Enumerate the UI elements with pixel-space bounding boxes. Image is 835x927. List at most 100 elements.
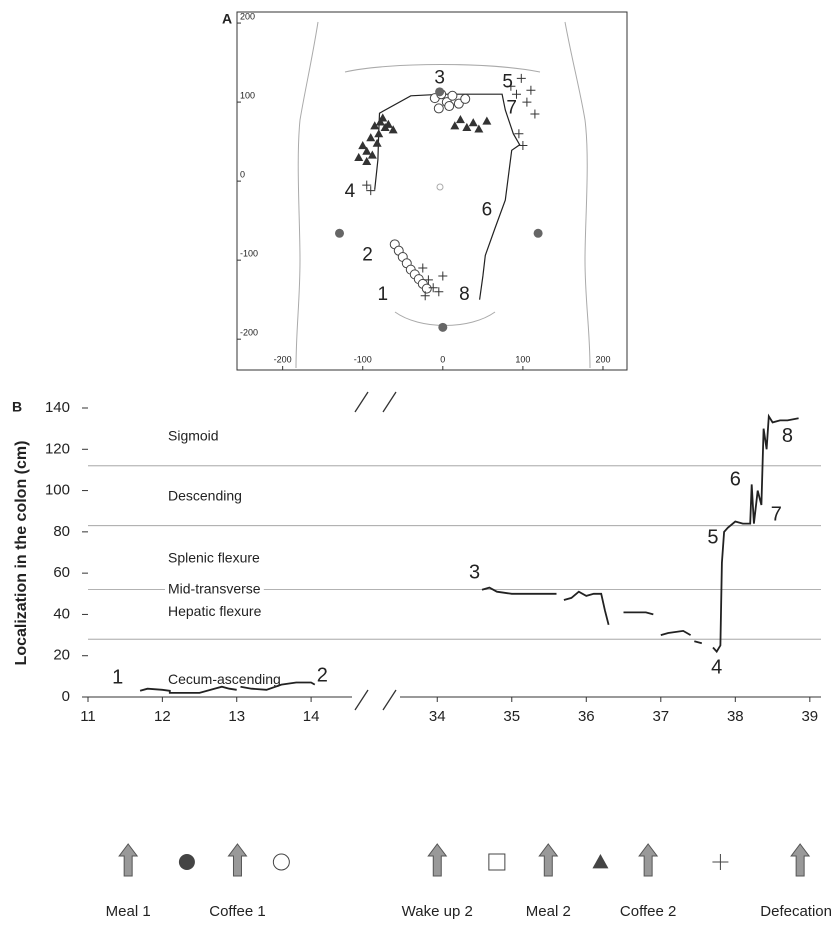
event-arrow (790, 843, 811, 877)
event-arrow (227, 843, 248, 877)
annotation: 1 (112, 667, 123, 689)
y-tick-label: 100 (240, 90, 255, 100)
x-tick-label: -100 (354, 354, 372, 364)
region-label: Cecum-ascending (168, 671, 281, 687)
triangle-marker (592, 854, 609, 869)
triangle-marker (367, 150, 377, 159)
plus-marker (518, 141, 528, 151)
x-tick-label: 39 (801, 708, 818, 725)
region-label: Sigmoid (168, 428, 219, 444)
x-tick-label: 11 (80, 708, 96, 725)
circle-marker (433, 103, 444, 114)
panel-label: A (222, 11, 232, 27)
circle-marker (421, 283, 432, 294)
axis-break (354, 391, 397, 711)
circle-marker (435, 87, 445, 97)
circle-marker (444, 101, 455, 112)
label-background (165, 580, 264, 597)
track-line (139, 413, 799, 694)
triangle-marker (474, 124, 484, 133)
x-tick-label: 38 (727, 708, 744, 725)
x-tick-label: 37 (652, 708, 669, 725)
circle-marker (460, 93, 471, 104)
plus-marker (506, 81, 516, 91)
y-tick-label: 20 (53, 647, 70, 664)
triangle-marker (354, 152, 364, 162)
plus-marker (438, 271, 448, 281)
panel-a-frame (236, 11, 628, 371)
annotation: 6 (482, 199, 493, 220)
triangle-marker (362, 156, 372, 165)
y-tick-label: 200 (240, 11, 255, 21)
x-tick-label: 34 (429, 708, 446, 725)
track-line (374, 93, 521, 300)
y-tick-label: 0 (240, 169, 245, 179)
event-label: Meal 1 (106, 903, 151, 920)
x-tick-label: 14 (303, 708, 320, 725)
region-label: Hepatic flexure (168, 603, 262, 619)
plus-marker (516, 73, 526, 83)
annotation: 5 (707, 526, 718, 548)
triangle-marker (388, 125, 398, 134)
triangle-marker (482, 116, 492, 125)
y-tick-label: 80 (53, 523, 70, 540)
x-tick-label: 0 (440, 354, 445, 364)
annotation: 7 (506, 97, 517, 118)
annotation: 8 (459, 284, 470, 305)
event-arrow (538, 843, 559, 877)
plus-marker (362, 180, 372, 190)
annotation: 2 (317, 665, 328, 687)
y-tick-label: -200 (240, 328, 258, 338)
triangle-marker (462, 122, 472, 131)
circle-marker (533, 228, 543, 238)
y-tick-label: 120 (45, 440, 70, 457)
annotation: 8 (782, 425, 793, 447)
event-label: Wake up 2 (402, 903, 473, 920)
annotation: 2 (362, 244, 373, 265)
plus-marker (434, 287, 444, 297)
triangle-marker (370, 121, 380, 130)
y-axis-label: Localization in the colon (cm) (13, 441, 30, 666)
x-tick-label: 100 (515, 354, 530, 364)
circle-marker (178, 854, 195, 870)
y-tick-label: 40 (53, 605, 70, 622)
region-label: Splenic flexure (168, 549, 260, 565)
event-label: Defecation (760, 903, 832, 920)
plus-marker (428, 283, 438, 293)
annotation: 3 (434, 67, 445, 88)
circle-marker (335, 228, 345, 238)
plus-marker (514, 129, 524, 139)
annotation: 7 (771, 504, 782, 526)
circle-marker (447, 90, 458, 101)
annotation: 3 (469, 561, 480, 583)
panel-label: B (12, 399, 22, 415)
x-tick-label: 36 (578, 708, 595, 725)
plus-marker (522, 97, 532, 107)
region-label: Mid-transverse (168, 580, 261, 596)
triangle-marker (366, 133, 376, 142)
circle-marker (272, 853, 290, 871)
event-arrow (638, 843, 659, 877)
y-tick-label: 0 (62, 688, 70, 705)
triangle-marker (362, 146, 372, 155)
triangle-marker (450, 121, 460, 130)
y-tick-label: 140 (45, 399, 70, 416)
x-tick-label: 13 (228, 708, 245, 725)
event-arrow (427, 843, 448, 877)
event-label: Coffee 1 (209, 903, 265, 920)
x-tick-label: 12 (154, 708, 171, 725)
plus-marker (526, 85, 536, 95)
annotation: 4 (711, 656, 722, 678)
plus-marker (530, 109, 540, 119)
annotation: 1 (377, 284, 388, 305)
region-label: Descending (168, 487, 242, 503)
triangle-marker (455, 114, 465, 124)
square-marker (488, 853, 506, 871)
annotation: 6 (730, 469, 741, 491)
plus-marker (712, 854, 729, 870)
plus-marker (423, 275, 433, 285)
event-label: Coffee 2 (620, 903, 676, 920)
triangle-marker (378, 113, 388, 122)
x-tick-label: 200 (595, 354, 610, 364)
